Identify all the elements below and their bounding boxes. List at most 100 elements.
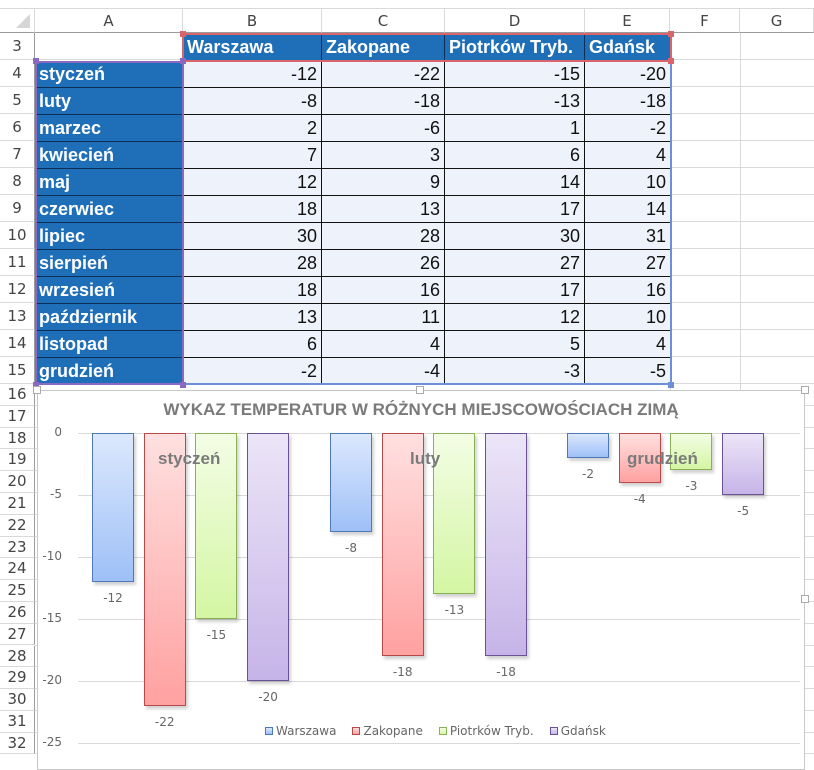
bar-luty-warszawa[interactable] — [330, 433, 372, 533]
range-handle[interactable] — [180, 58, 186, 64]
row-header[interactable]: 14 — [0, 330, 35, 357]
range-handle[interactable] — [180, 31, 186, 37]
value-cell[interactable]: 13 — [183, 304, 322, 331]
value-cell[interactable]: -13 — [445, 88, 585, 115]
value-cell[interactable]: 26 — [322, 250, 445, 277]
value-cell[interactable]: -4 — [322, 358, 445, 385]
value-cell[interactable]: 13 — [322, 196, 445, 223]
value-cell[interactable]: 16 — [322, 277, 445, 304]
column-header-b[interactable]: B — [183, 9, 322, 33]
range-handle[interactable] — [180, 382, 186, 388]
bar-styczeń-piotrkwtryb[interactable] — [195, 433, 238, 619]
value-cell[interactable]: -18 — [585, 88, 670, 115]
row-header[interactable]: 22 — [0, 514, 35, 537]
row-header[interactable]: 11 — [0, 249, 35, 276]
month-cell[interactable]: listopad — [35, 331, 183, 358]
value-cell[interactable]: -5 — [585, 358, 670, 385]
value-cell[interactable]: 10 — [585, 304, 670, 331]
value-cell[interactable]: 17 — [445, 277, 585, 304]
legend-item-gdansk[interactable]: Gdańsk — [549, 724, 606, 738]
header-cell-piotrkow[interactable]: Piotrków Tryb. — [445, 34, 585, 61]
bar-grudzień-zakopane[interactable] — [618, 433, 661, 483]
range-handle[interactable] — [33, 382, 39, 388]
column-header-f[interactable]: F — [670, 9, 740, 33]
month-cell[interactable]: grudzień — [35, 358, 183, 385]
month-cell[interactable]: kwiecień — [35, 142, 183, 169]
legend-item-zakopane[interactable]: Zakopane — [352, 724, 423, 738]
row-header[interactable]: 10 — [0, 222, 35, 249]
month-cell[interactable]: październik — [35, 304, 183, 331]
row-header[interactable]: 8 — [0, 168, 35, 195]
month-cell[interactable]: sierpień — [35, 250, 183, 277]
value-cell[interactable]: 14 — [585, 196, 670, 223]
value-cell[interactable]: -12 — [183, 61, 322, 88]
row-header[interactable]: 23 — [0, 536, 35, 559]
value-cell[interactable]: 6 — [445, 142, 585, 169]
row-header[interactable]: 18 — [0, 427, 35, 450]
column-header-e[interactable]: E — [585, 9, 670, 33]
row-header[interactable]: 20 — [0, 471, 35, 493]
row-header[interactable]: 16 — [0, 384, 35, 406]
value-cell[interactable]: 17 — [445, 196, 585, 223]
header-cell-zakopane[interactable]: Zakopane — [322, 34, 445, 61]
row-header[interactable]: 32 — [0, 732, 35, 755]
row-header[interactable]: 6 — [0, 114, 35, 141]
row-header[interactable]: 30 — [0, 689, 35, 711]
row-header[interactable]: 13 — [0, 303, 35, 330]
header-cell-warszawa[interactable]: Warszawa — [183, 34, 322, 61]
chart-resize-handle[interactable] — [416, 386, 424, 394]
value-cell[interactable]: 28 — [322, 223, 445, 250]
chart-resize-handle[interactable] — [801, 386, 809, 394]
value-cell[interactable]: 10 — [585, 169, 670, 196]
row-header[interactable]: 24 — [0, 558, 35, 581]
value-cell[interactable]: 18 — [183, 277, 322, 304]
row-header[interactable]: 7 — [0, 141, 35, 168]
month-cell[interactable]: marzec — [35, 115, 183, 142]
value-cell[interactable]: 30 — [445, 223, 585, 250]
row-header[interactable]: 4 — [0, 60, 35, 87]
value-cell[interactable]: -8 — [183, 88, 322, 115]
row-header[interactable]: 12 — [0, 276, 35, 303]
month-cell[interactable]: wrzesień — [35, 277, 183, 304]
range-handle[interactable] — [668, 31, 674, 37]
column-header-c[interactable]: C — [322, 9, 445, 33]
value-cell[interactable]: -2 — [585, 115, 670, 142]
bar-grudzień-gdask[interactable] — [722, 433, 765, 495]
row-header[interactable]: 31 — [0, 710, 35, 733]
row-header[interactable]: 19 — [0, 449, 35, 472]
row-header[interactable]: 5 — [0, 87, 35, 114]
value-cell[interactable]: 14 — [445, 169, 585, 196]
month-cell[interactable]: styczeń — [35, 61, 183, 88]
value-cell[interactable]: 27 — [445, 250, 585, 277]
value-cell[interactable]: 28 — [183, 250, 322, 277]
value-cell[interactable]: 3 — [322, 142, 445, 169]
value-cell[interactable]: 12 — [445, 304, 585, 331]
month-cell[interactable]: lipiec — [35, 223, 183, 250]
value-cell[interactable]: 7 — [183, 142, 322, 169]
row-header[interactable]: 3 — [0, 33, 35, 60]
select-all-corner[interactable] — [0, 9, 35, 33]
chart-title[interactable]: WYKAZ TEMPERATUR W RÓŻNYCH MIEJSCOWOŚCIA… — [163, 400, 679, 419]
month-cell[interactable]: czerwiec — [35, 196, 183, 223]
value-cell[interactable]: 27 — [585, 250, 670, 277]
row-header[interactable]: 26 — [0, 601, 35, 624]
value-cell[interactable]: 1 — [445, 115, 585, 142]
row-header[interactable]: 17 — [0, 405, 35, 428]
bar-luty-zakopane[interactable] — [381, 433, 424, 657]
value-cell[interactable]: -18 — [322, 88, 445, 115]
value-cell[interactable]: 16 — [585, 277, 670, 304]
chart-legend[interactable]: Warszawa Zakopane Piotrków Tryb. Gdańsk — [265, 724, 606, 738]
bar-luty-gdask[interactable] — [485, 433, 528, 657]
column-header-d[interactable]: D — [445, 9, 585, 33]
header-cell-gdansk[interactable]: Gdańsk — [585, 34, 670, 61]
value-cell[interactable]: 31 — [585, 223, 670, 250]
range-handle[interactable] — [668, 382, 674, 388]
value-cell[interactable]: -2 — [183, 358, 322, 385]
value-cell[interactable]: 4 — [322, 331, 445, 358]
value-cell[interactable]: 30 — [183, 223, 322, 250]
row-header[interactable]: 28 — [0, 645, 35, 668]
value-cell[interactable]: 12 — [183, 169, 322, 196]
value-cell[interactable]: -22 — [322, 61, 445, 88]
value-cell[interactable]: -3 — [445, 358, 585, 385]
legend-item-piotrkow[interactable]: Piotrków Tryb. — [438, 724, 534, 738]
